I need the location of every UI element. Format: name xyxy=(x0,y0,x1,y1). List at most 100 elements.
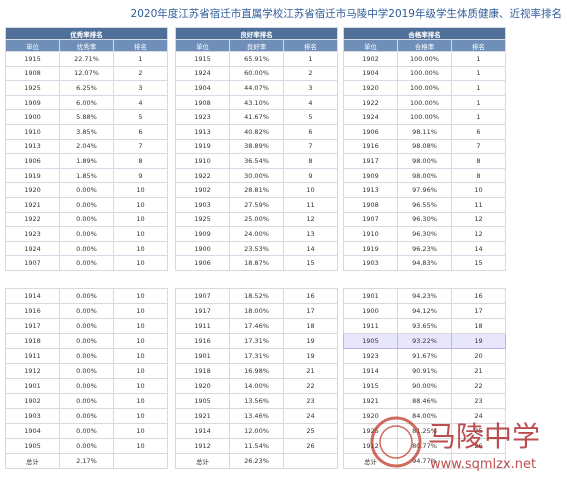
table-cell: 2.17% xyxy=(59,453,114,469)
table-cell: 19 xyxy=(283,333,338,349)
column-header: 优秀率 xyxy=(59,39,114,52)
table-row: 1909 24.00% 13 xyxy=(175,226,338,242)
table-cell: 8 xyxy=(451,153,506,169)
table-cell: 10 xyxy=(113,255,168,271)
table-cell: 23 xyxy=(283,393,338,409)
table-row: 1921 0.00% 10 xyxy=(5,196,168,213)
table-cell: 1 xyxy=(451,94,506,111)
table-cell: 1924 xyxy=(175,65,230,82)
table-cell: 1916 xyxy=(5,303,60,319)
table-cell: 1900 xyxy=(175,240,230,257)
table-cell: 1910 xyxy=(5,123,60,140)
table-cell: 91.67% xyxy=(397,348,452,364)
table-cell: 6 xyxy=(113,123,168,140)
table-cell: 25.00% xyxy=(229,211,284,228)
table-cell: 1903 xyxy=(343,255,398,271)
table-cell: 17.31% xyxy=(229,348,284,364)
table-cell: 5.88% xyxy=(59,109,114,125)
column-header: 单位 xyxy=(343,39,398,52)
table-cell: 21 xyxy=(451,363,506,379)
table-cell: 96.23% xyxy=(397,240,452,257)
table-cell: 0.00% xyxy=(59,348,114,364)
table-cell: 1901 xyxy=(343,288,398,304)
ranking-table-continued: 1901 94.23% 16 1900 94.12% 17 1911 93.65% 18 1905… xyxy=(343,288,506,469)
table-cell: 10 xyxy=(451,182,506,198)
table-cell: 0.00% xyxy=(59,288,114,304)
table-cell: 6 xyxy=(283,123,338,140)
table-cell: 18 xyxy=(283,318,338,334)
table-cell: 10 xyxy=(113,333,168,349)
table-row: 1905 93.22% 19 xyxy=(343,333,506,349)
table-row: 1920 14.00% 22 xyxy=(175,378,338,394)
table-cell: 1924 xyxy=(343,109,398,125)
column-header: 单位 xyxy=(5,39,60,52)
table-header-row: 合格率排名 xyxy=(343,27,506,40)
table-cell: 1922 xyxy=(5,211,60,228)
table-cell: 40.82% xyxy=(229,123,284,140)
table-cell: 100.00% xyxy=(397,51,452,67)
column-header-row: 单位 良好率 排名 xyxy=(175,39,338,52)
table-cell: 1906 xyxy=(175,255,230,271)
table-cell: 1923 xyxy=(5,226,60,242)
table-row: 1912 80.77% 26 xyxy=(343,438,506,454)
table-cell: 19 xyxy=(451,333,506,349)
table-cell: 0.00% xyxy=(59,196,114,213)
table-cell: 10 xyxy=(113,226,168,242)
table-cell: 4 xyxy=(113,94,168,111)
table-cell: 8 xyxy=(283,153,338,169)
table-cell: 总计 xyxy=(343,453,398,469)
table-header-row: 良好率排名 xyxy=(175,27,338,40)
table-cell: 1904 xyxy=(5,423,60,439)
table-row: 1919 1.85% 9 xyxy=(5,167,168,184)
table-cell: 24 xyxy=(451,408,506,424)
table-cell: 25 xyxy=(283,423,338,439)
table-cell: 10 xyxy=(113,348,168,364)
table-cell: 93.22% xyxy=(397,333,452,349)
table-cell: 30.00% xyxy=(229,167,284,184)
table-cell: 1911 xyxy=(5,348,60,364)
table-row: 1912 11.54% 26 xyxy=(175,438,338,454)
table-cell: 1923 xyxy=(343,348,398,364)
table-cell: 94.83% xyxy=(397,255,452,271)
table-cell: 1918 xyxy=(175,363,230,379)
table-cell: 1921 xyxy=(5,196,60,213)
table-cell: 1911 xyxy=(175,318,230,334)
ranking-table-continued: 1914 0.00% 10 1916 0.00% 10 1917 0.00% 10 1918 0.0… xyxy=(5,288,168,469)
table-row: 1920 100.00% 1 xyxy=(343,80,506,96)
table-row: 1918 0.00% 10 xyxy=(5,333,168,349)
table-cell: 1925 xyxy=(5,80,60,96)
table-row: 1922 100.00% 1 xyxy=(343,94,506,111)
table-cell: 65.91% xyxy=(229,51,284,67)
table-cell: 6.00% xyxy=(59,94,114,111)
table-cell: 1920 xyxy=(343,80,398,96)
table-row: 1922 30.00% 9 xyxy=(175,167,338,184)
table-row: 1911 0.00% 10 xyxy=(5,348,168,364)
table-cell: 1919 xyxy=(343,240,398,257)
table-cell: 98.00% xyxy=(397,167,452,184)
table-cell: 1909 xyxy=(5,94,60,111)
table-cell: 1909 xyxy=(343,167,398,184)
table-header: 合格率排名 xyxy=(343,27,506,40)
table-cell: 6.25% xyxy=(59,80,114,96)
table-cell: 17 xyxy=(451,303,506,319)
table-cell: 0.00% xyxy=(59,408,114,424)
table-row: 1923 41.67% 5 xyxy=(175,109,338,125)
table-cell: 7 xyxy=(451,138,506,155)
table-cell: 1925 xyxy=(175,211,230,228)
table-cell: 1904 xyxy=(343,65,398,82)
table-cell: 1908 xyxy=(343,196,398,213)
table-row: 1904 44.07% 3 xyxy=(175,80,338,96)
table-row: 1910 96.30% 12 xyxy=(343,226,506,242)
table-cell: 1918 xyxy=(5,333,60,349)
column-header-row: 单位 优秀率 排名 xyxy=(5,39,168,52)
table-cell: 1907 xyxy=(343,211,398,228)
table-cell: 13.46% xyxy=(229,408,284,424)
table-cell: 7 xyxy=(283,138,338,155)
table-cell: 17 xyxy=(283,303,338,319)
table-cell: 9 xyxy=(113,167,168,184)
table-cell: 12.00% xyxy=(229,423,284,439)
table-cell: 10 xyxy=(113,196,168,213)
table-cell: 1908 xyxy=(5,65,60,82)
table-header: 良好率排名 xyxy=(175,27,338,40)
